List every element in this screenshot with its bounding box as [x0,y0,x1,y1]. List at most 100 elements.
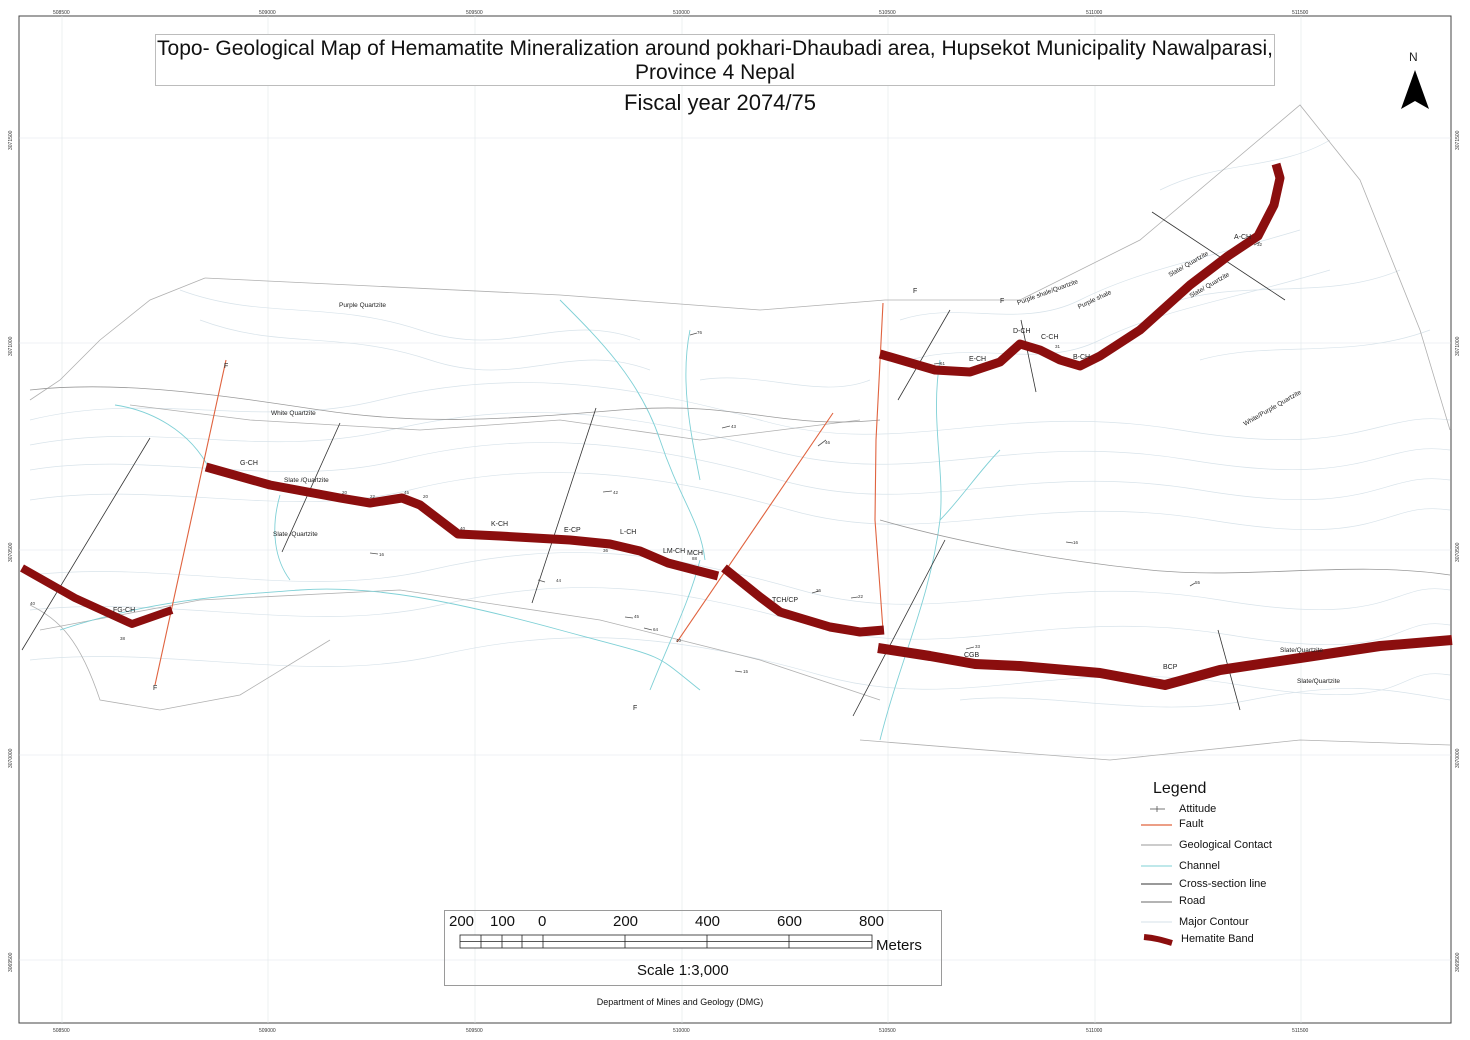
northing-label: 3070500 [8,542,14,562]
easting-label: 508500 [53,1028,70,1034]
svg-text:31: 31 [1055,344,1061,349]
svg-text:40: 40 [30,601,36,606]
svg-text:42: 42 [613,490,619,495]
legend-label: Attitude [1179,803,1217,815]
northing-label: 3071000 [1455,336,1461,356]
svg-text:46: 46 [825,440,831,445]
legend-label: Channel [1179,860,1220,872]
scale-tick-label: 100 [490,913,516,930]
label-lm-ch: LM-CH [663,548,685,555]
label-fault: F [913,288,917,295]
scale-tick-label: 200 [613,913,639,930]
scale-ratio: Scale 1:3,000 [637,962,729,979]
label-cgb: CGB [964,652,980,659]
legend-symbols [1141,806,1173,946]
svg-text:22: 22 [858,594,864,599]
label-mch: MCH [687,550,703,557]
label-slate-quartzite: Slate /Quartzite [284,477,329,484]
fault-line [874,302,884,631]
legend-item-cross-section-line: Cross-section line [1140,877,1340,893]
label-d-ch: D-CH [1013,328,1031,335]
legend-label: Fault [1179,818,1204,830]
hematite-bands [20,162,1453,690]
svg-text:22: 22 [370,494,376,499]
map-title-box: Topo- Geological Map of Hemamatite Miner… [155,34,1275,86]
easting-label: 510500 [879,1028,896,1034]
scale-tick-label: 0 [538,913,547,930]
legend-item-road: Road [1140,894,1340,910]
legend-item-geological-contact: Geological Contact [1140,838,1340,854]
cross-section-lines [21,211,1286,717]
svg-text:36: 36 [603,548,609,553]
north-arrow-icon [1401,70,1429,109]
northing-label: 3070500 [1455,542,1461,562]
band-labels: A-CH B-CH C-CH D-CH E-CH FG-CH G-CH K-CH… [113,234,1251,671]
svg-text:88: 88 [692,556,698,561]
svg-text:26: 26 [816,588,822,593]
easting-label: 509000 [259,1028,276,1034]
label-l-ch: L-CH [620,529,636,536]
northing-label: 3069500 [1455,952,1461,972]
hematite-band-west [20,564,174,628]
legend-title: Legend [1153,780,1207,797]
scale-tick-label: 200 [449,913,475,930]
map-frame [18,15,1452,1024]
contour-lines [29,139,1451,708]
fault-line [676,412,834,643]
svg-text:76: 76 [697,330,703,335]
fault-labels: F F F F F [153,288,1004,712]
legend-label: Major Contour [1179,916,1249,928]
svg-text:40: 40 [460,526,466,531]
label-fault: F [153,685,157,692]
northing-label: 3071000 [8,336,14,356]
legend-label: Geological Contact [1179,839,1272,851]
svg-text:40: 40 [676,638,682,643]
label-fg-ch: FG-CH [113,607,135,614]
easting-label: 510500 [879,10,896,16]
svg-text:16: 16 [379,552,385,557]
geological-contacts [29,104,1451,761]
svg-text:43: 43 [731,424,737,429]
northing-label: 3071500 [1455,130,1461,150]
svg-text:61: 61 [940,361,946,366]
label-g-ch: G-CH [240,460,258,467]
svg-text:15: 15 [743,669,749,674]
svg-text:20: 20 [342,490,348,495]
grid-lines [19,16,1451,1023]
dip-values: 43 46 42 16 45 64 44 15 26 22 33 16 55 76 61 32 20 2… [30,242,1263,674]
label-slate-quartzite: Slate/Quartzite [1280,647,1323,654]
label-bcp: BCP [1163,664,1178,671]
north-label: N [1409,50,1418,64]
scale-bar: 200 100 0 200 400 600 800 Meters Scale 1… [444,910,942,986]
legend-label: Cross-section line [1179,878,1267,890]
label-fault: F [1000,298,1004,305]
hematite-band-central-east [721,564,885,637]
easting-label: 510000 [673,10,690,16]
easting-label: 511000 [1086,1028,1103,1034]
label-e-ch: E-CH [969,356,986,363]
label-white-quartzite: White Quartzite [271,410,316,417]
easting-label: 509500 [466,1028,483,1034]
legend-item-attitude: Attitude [1140,802,1340,818]
label-k-ch: K-CH [491,521,508,528]
scale-tick-label: 600 [777,913,803,930]
easting-label: 511000 [1086,10,1103,16]
svg-text:32: 32 [1257,242,1263,247]
label-tch-cp: TCH/CP [772,597,798,604]
map-title: Topo- Geological Map of Hemamatite Miner… [157,37,1273,60]
northing-label: 3069500 [8,952,14,972]
hematite-band-central [204,462,720,581]
label-fault: F [633,705,637,712]
scale-tick-label: 800 [859,913,885,930]
hematite-band-south-east [877,635,1453,690]
svg-text:45: 45 [634,614,640,619]
map-subtitle: Province 4 Nepal [635,61,795,84]
roads [29,386,1451,576]
easting-label: 511500 [1292,1028,1309,1034]
credit-text: Department of Mines and Geology (DMG) [596,997,764,1007]
svg-text:33: 33 [975,644,981,649]
scale-bar-graphic [459,934,873,949]
easting-label: 509000 [259,10,276,16]
fault-line [154,359,227,686]
